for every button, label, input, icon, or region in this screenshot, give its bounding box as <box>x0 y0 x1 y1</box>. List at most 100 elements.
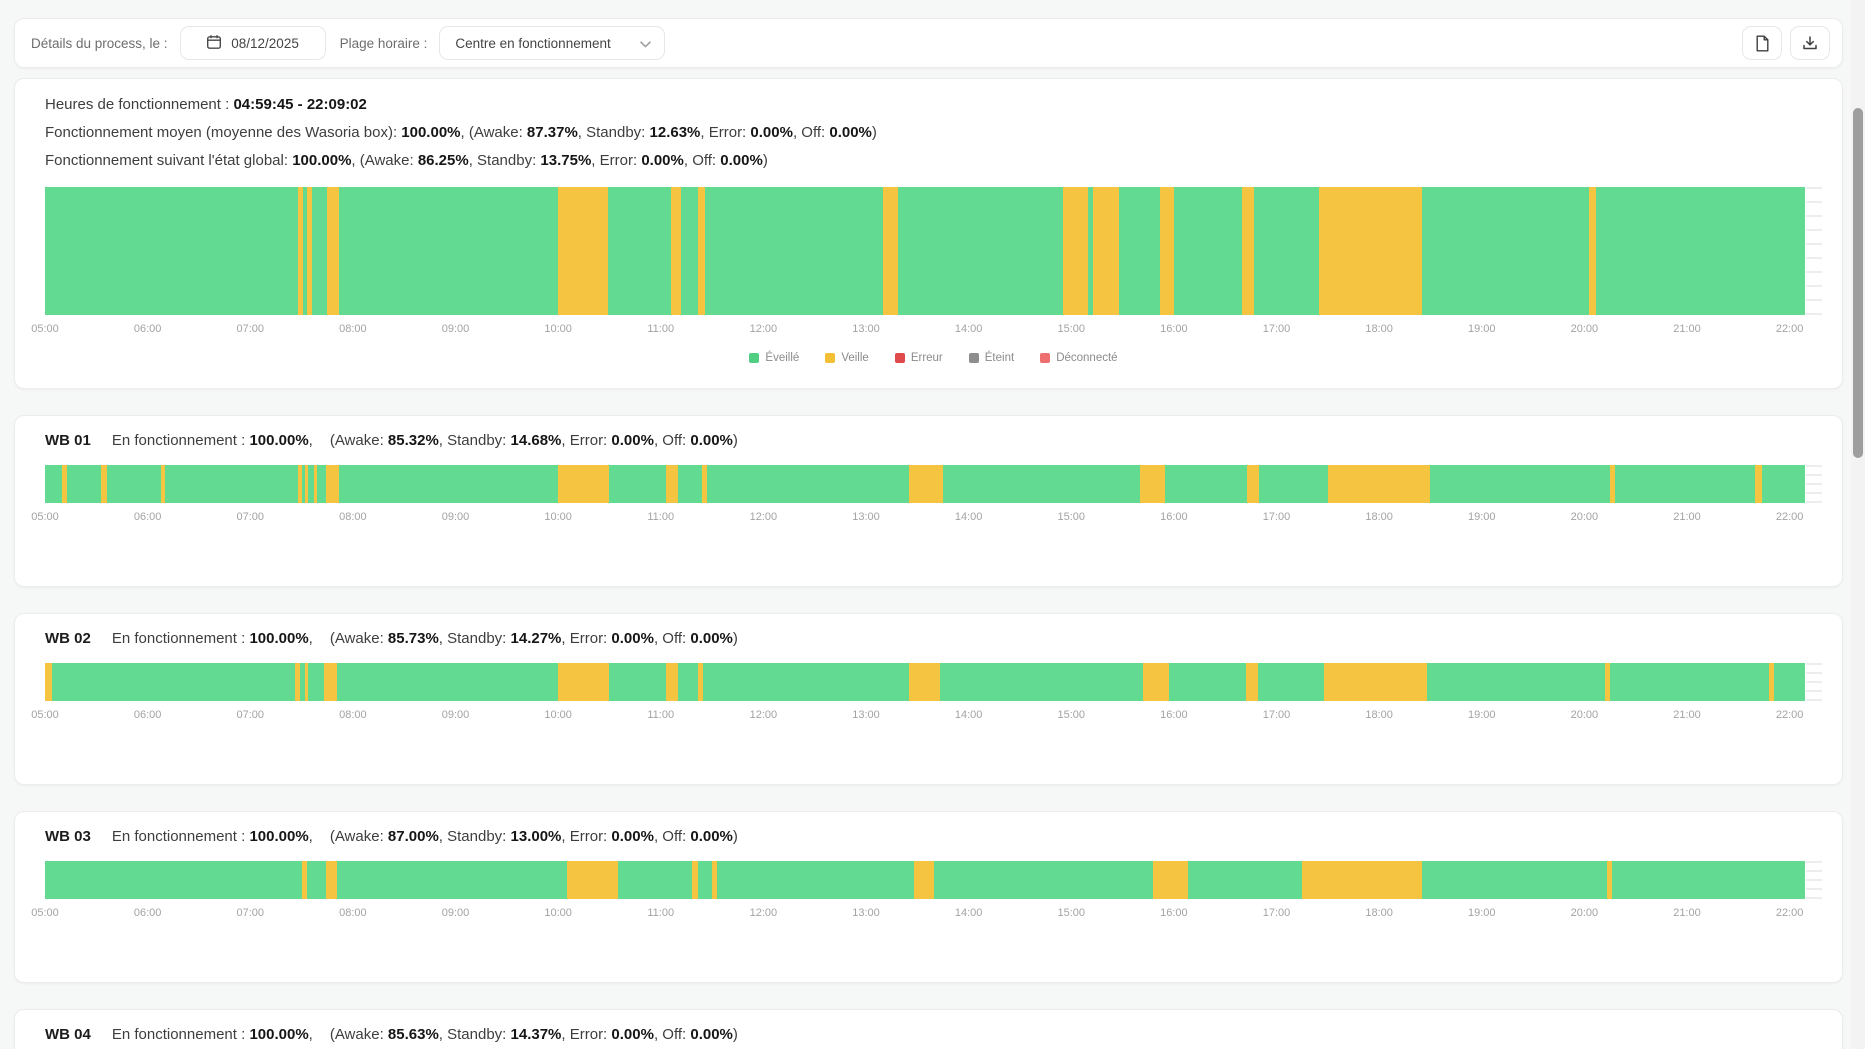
stat-text: 0.00% <box>641 152 684 169</box>
stat-text: Heures de fonctionnement : <box>45 96 234 113</box>
legend-item[interactable]: Éveillé <box>749 352 799 364</box>
standby-segment <box>298 465 302 503</box>
axis-tick-label: 19:00 <box>1467 511 1496 523</box>
standby-segment <box>1319 187 1422 315</box>
standby-segment <box>1324 663 1427 701</box>
stat-text: 0.00% <box>750 124 793 141</box>
standby-segment <box>558 465 610 503</box>
axis-tick-label: 14:00 <box>954 907 983 919</box>
time-range-label: Plage horaire : <box>339 35 428 51</box>
standby-segment <box>325 861 338 899</box>
axis-tick-label: 14:00 <box>954 323 983 335</box>
axis-tick-label: 20:00 <box>1570 709 1599 721</box>
stat-text: 0.00% <box>829 124 872 141</box>
standby-segment <box>691 861 699 899</box>
toolbar: Détails du process, le : 08/12/2025 Plag… <box>14 18 1843 68</box>
wb03-header: WB 03 En fonctionnement : 100.00%, (Awak… <box>45 826 1822 847</box>
standby-segment <box>301 861 307 899</box>
stat-text: 0.00% <box>690 1026 733 1043</box>
wb03-chart-block: 05:00 06:00 07:00 08:00 09:00 10:00 11:00 12:00… <box>31 861 1822 922</box>
timeline-chart-global[interactable] <box>45 187 1805 315</box>
standby-segment <box>1769 663 1775 701</box>
axis-tick-label: 15:00 <box>1057 323 1085 335</box>
timeline-chart-wb02[interactable] <box>45 663 1805 701</box>
stat-text: , Error: <box>561 828 612 845</box>
axis-tick-label: 09:00 <box>441 907 470 919</box>
stat-text: , <box>308 630 313 647</box>
global-chart-block: 05:00 06:00 07:00 08:00 09:00 10:00 11:00 12:00… <box>31 187 1822 338</box>
standby-segment <box>323 663 338 701</box>
axis-tick-label: 07:00 <box>236 511 264 523</box>
right-ruler <box>1806 663 1822 701</box>
stat-text: 14.27% <box>510 630 562 647</box>
standby-segment <box>1755 465 1763 503</box>
standby-segment <box>45 663 52 701</box>
calendar-icon <box>206 34 222 53</box>
axis-tick-label: 08:00 <box>339 709 367 721</box>
legend-item[interactable]: Erreur <box>894 352 943 364</box>
axis-tick-label: 10:00 <box>544 323 572 335</box>
legend-item[interactable]: Déconnecté <box>1040 352 1118 364</box>
axis-tick-label: 21:00 <box>1673 511 1701 523</box>
standby-segment <box>1242 187 1255 315</box>
standby-segment <box>1153 861 1188 899</box>
legend-label: Déconnecté <box>1056 352 1118 364</box>
download-icon <box>1802 35 1818 51</box>
standby-segment <box>665 663 678 701</box>
stat-text: , Off: <box>683 152 721 169</box>
stat-text: 04:59:45 - 22:09:02 <box>233 96 367 113</box>
axis-tick-label: 11:00 <box>647 323 675 335</box>
axis-tick-label: 19:00 <box>1467 907 1496 919</box>
standby-segment <box>1160 187 1174 315</box>
stat-text: , Standby: <box>438 828 511 845</box>
stat-text: 85.73% <box>387 630 439 647</box>
legend-item[interactable]: Veille <box>825 352 869 364</box>
stat-text: 100.00% <box>249 432 309 449</box>
global-summary-panel: Heures de fonctionnement : 04:59:45 - 22… <box>14 78 1843 389</box>
wb02-panel: WB 02 En fonctionnement : 100.00%, (Awak… <box>14 613 1843 785</box>
axis-tick-label: 17:00 <box>1262 907 1291 919</box>
stat-text: , Standby: <box>438 432 511 449</box>
standby-segment <box>671 187 682 315</box>
axis-tick-label: 12:00 <box>749 511 778 523</box>
axis-tick-label: 18:00 <box>1365 323 1393 335</box>
axis-tick-label: 22:00 <box>1775 511 1804 523</box>
legend-item[interactable]: Éteint <box>968 352 1015 364</box>
stat-text: , <box>308 828 313 845</box>
axis-tick-label: 16:00 <box>1160 709 1188 721</box>
download-button[interactable] <box>1790 26 1830 60</box>
standby-segment <box>298 187 304 315</box>
axis-tick-label: 22:00 <box>1775 907 1804 919</box>
stat-text: , (Awake: <box>351 152 418 169</box>
time-range-select[interactable]: Centre en fonctionnement <box>439 26 666 60</box>
axis-tick-label: 10:00 <box>544 907 572 919</box>
legend-label: Éteint <box>984 352 1015 364</box>
stat-text: 87.37% <box>526 124 578 141</box>
date-picker[interactable]: 08/12/2025 <box>179 26 326 60</box>
axis-tick-label: 20:00 <box>1570 323 1599 335</box>
stat-text: ) <box>732 1026 738 1043</box>
document-icon <box>1755 35 1770 52</box>
stat-text: (Awake: <box>329 828 388 845</box>
axis-tick-label: 13:00 <box>852 709 880 721</box>
wb03-panel: WB 03 En fonctionnement : 100.00%, (Awak… <box>14 811 1843 983</box>
standby-segment <box>62 465 68 503</box>
scrollbar-thumb[interactable] <box>1853 108 1863 458</box>
standby-segment <box>294 663 300 701</box>
report-button[interactable] <box>1742 26 1782 60</box>
stat-text: En fonctionnement : <box>111 630 250 647</box>
chevron-down-icon <box>640 36 652 51</box>
standby-segment <box>701 465 707 503</box>
wb-id: WB 03 <box>45 828 91 845</box>
axis-tick-label: 16:00 <box>1160 511 1188 523</box>
stat-text: En fonctionnement : <box>111 828 250 845</box>
timeline-chart-wb01[interactable] <box>45 465 1805 503</box>
wb01-panel: WB 01 En fonctionnement : 100.00%, (Awak… <box>14 415 1843 587</box>
axis-tick-label: 13:00 <box>852 907 880 919</box>
legend-label: Veille <box>841 352 869 364</box>
stat-text: Fonctionnement moyen (moyenne des Wasori… <box>45 124 402 141</box>
timeline-chart-wb03[interactable] <box>45 861 1805 899</box>
stat-text: ) <box>732 630 738 647</box>
stat-text: , <box>308 432 313 449</box>
